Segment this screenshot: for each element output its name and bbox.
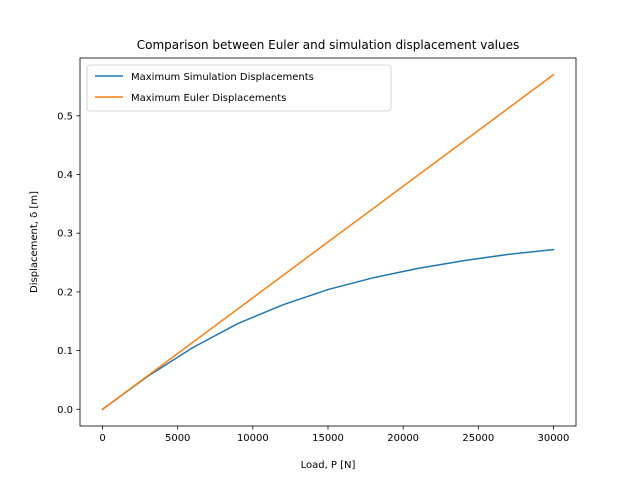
- x-tick-label: 5000: [165, 433, 190, 444]
- y-tick-label: 0.5: [57, 111, 73, 122]
- series-line-1: [101, 73, 555, 411]
- series-line-0: [101, 248, 555, 411]
- legend-label-euler: Maximum Euler Displacements: [131, 93, 286, 104]
- x-tick-label: 25000: [462, 433, 494, 444]
- plot-lines: [101, 73, 555, 411]
- x-tick-label: 0: [99, 433, 105, 444]
- y-tick-label: 0.4: [57, 170, 73, 181]
- y-axis-label: Displacement, δ [m]: [29, 191, 40, 293]
- y-tick-label: 0.2: [57, 287, 73, 298]
- x-tick-label: 10000: [237, 433, 269, 444]
- x-tick-label: 20000: [387, 433, 419, 444]
- legend-box: [86, 64, 392, 112]
- legend-label-simulation: Maximum Simulation Displacements: [131, 72, 314, 83]
- y-tick-label: 0.1: [57, 346, 73, 357]
- y-tick-label: 0.3: [57, 229, 73, 240]
- y-axis-ticks: 0.0 0.1 0.2 0.3 0.4 0.5: [57, 111, 80, 416]
- x-tick-label: 15000: [312, 433, 344, 444]
- chart-title: Comparison between Euler and simulation …: [137, 38, 520, 52]
- x-axis-ticks: 0 5000 10000 15000 20000 25000 30000: [99, 426, 569, 444]
- x-tick-label: 30000: [538, 433, 570, 444]
- legend: Maximum Simulation Displacements Maximum…: [86, 64, 392, 112]
- y-tick-label: 0.0: [57, 405, 73, 416]
- x-axis-label: Load, P [N]: [301, 460, 356, 471]
